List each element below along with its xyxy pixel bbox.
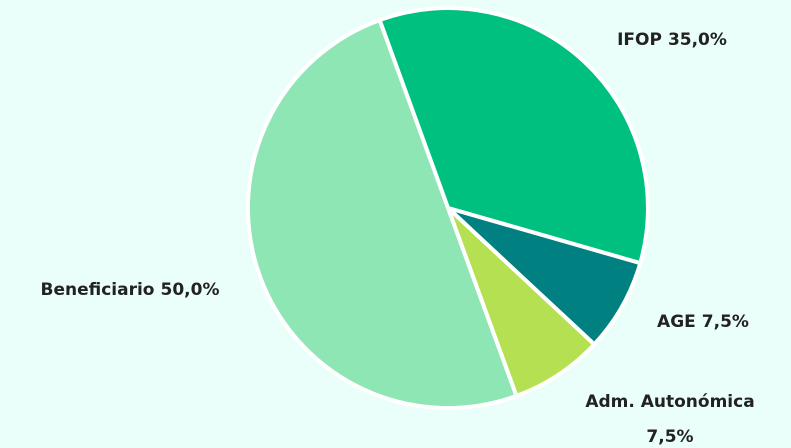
slice-label-value: 7,5% [702,312,749,332]
slice-label-value: 7,5% [646,427,693,447]
slice-label-name: IFOP [617,30,662,50]
pie-slice [246,18,519,410]
slice-label-name: AGE [657,312,696,332]
slice-label-name: Beneficiario [41,280,155,300]
slice-label-name: Adm. Autonómica [585,392,754,412]
slice-label: IFOP 35,0% [617,30,727,50]
slice-label-value: 50,0% [161,280,220,300]
slice-label: AGE 7,5% [657,312,749,332]
slice-label: Beneficiario 50,0% [41,280,220,300]
slice-label: Adm. Autonómica 7,5% [585,392,754,447]
slice-label-value: 35,0% [668,30,727,50]
